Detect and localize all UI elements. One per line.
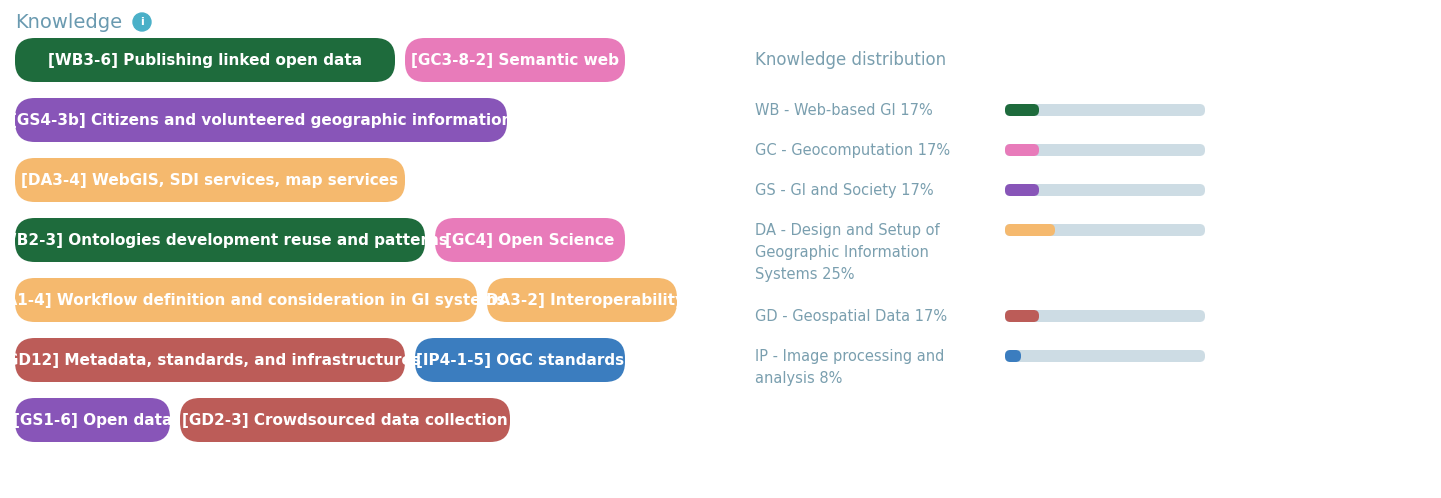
Text: [WB2-3] Ontologies development reuse and patterns: [WB2-3] Ontologies development reuse and…	[0, 233, 448, 248]
Text: Knowledge distribution: Knowledge distribution	[755, 51, 947, 69]
FancyBboxPatch shape	[1004, 350, 1022, 362]
FancyBboxPatch shape	[1004, 224, 1055, 236]
Text: GS - GI and Society 17%: GS - GI and Society 17%	[755, 182, 934, 198]
FancyBboxPatch shape	[1004, 104, 1205, 116]
FancyBboxPatch shape	[1004, 224, 1205, 236]
FancyBboxPatch shape	[14, 98, 507, 142]
Text: GD - Geospatial Data 17%: GD - Geospatial Data 17%	[755, 308, 947, 324]
FancyBboxPatch shape	[435, 218, 625, 262]
Text: [GS4-3b] Citizens and volunteered geographic information: [GS4-3b] Citizens and volunteered geogra…	[10, 113, 512, 127]
FancyBboxPatch shape	[1004, 350, 1205, 362]
FancyBboxPatch shape	[1004, 144, 1039, 156]
Text: analysis 8%: analysis 8%	[755, 371, 843, 385]
Text: [GC4] Open Science: [GC4] Open Science	[445, 233, 615, 248]
FancyBboxPatch shape	[14, 158, 405, 202]
FancyBboxPatch shape	[1004, 184, 1205, 196]
Text: [GD12] Metadata, standards, and infrastructures: [GD12] Metadata, standards, and infrastr…	[0, 353, 421, 368]
Text: Knowledge: Knowledge	[14, 12, 122, 31]
FancyBboxPatch shape	[14, 398, 170, 442]
FancyBboxPatch shape	[14, 218, 425, 262]
FancyBboxPatch shape	[180, 398, 510, 442]
FancyBboxPatch shape	[14, 278, 477, 322]
FancyBboxPatch shape	[405, 38, 625, 82]
Text: [GD2-3] Crowdsourced data collection: [GD2-3] Crowdsourced data collection	[182, 412, 507, 427]
FancyBboxPatch shape	[415, 338, 625, 382]
Text: WB - Web-based GI 17%: WB - Web-based GI 17%	[755, 103, 932, 118]
Text: [DA1-4] Workflow definition and consideration in GI systems: [DA1-4] Workflow definition and consider…	[0, 292, 506, 307]
Circle shape	[133, 13, 151, 31]
FancyBboxPatch shape	[14, 38, 395, 82]
Text: [DA3-4] WebGIS, SDI services, map services: [DA3-4] WebGIS, SDI services, map servic…	[22, 172, 399, 188]
Text: [GS1-6] Open data: [GS1-6] Open data	[13, 412, 171, 427]
Text: [IP4-1-5] OGC standards: [IP4-1-5] OGC standards	[416, 353, 624, 368]
Text: GC - Geocomputation 17%: GC - Geocomputation 17%	[755, 142, 950, 157]
Text: Systems 25%: Systems 25%	[755, 266, 855, 281]
Text: IP - Image processing and: IP - Image processing and	[755, 349, 944, 364]
Text: DA - Design and Setup of: DA - Design and Setup of	[755, 223, 940, 238]
Text: [GC3-8-2] Semantic web: [GC3-8-2] Semantic web	[411, 52, 620, 68]
Text: i: i	[140, 17, 144, 27]
FancyBboxPatch shape	[487, 278, 677, 322]
FancyBboxPatch shape	[1004, 310, 1205, 322]
FancyBboxPatch shape	[1004, 144, 1205, 156]
Text: [DA3-2] Interoperability: [DA3-2] Interoperability	[478, 292, 684, 307]
FancyBboxPatch shape	[1004, 310, 1039, 322]
Text: Geographic Information: Geographic Information	[755, 245, 929, 259]
Text: [WB3-6] Publishing linked open data: [WB3-6] Publishing linked open data	[48, 52, 362, 68]
FancyBboxPatch shape	[1004, 104, 1039, 116]
FancyBboxPatch shape	[1004, 184, 1039, 196]
FancyBboxPatch shape	[14, 338, 405, 382]
